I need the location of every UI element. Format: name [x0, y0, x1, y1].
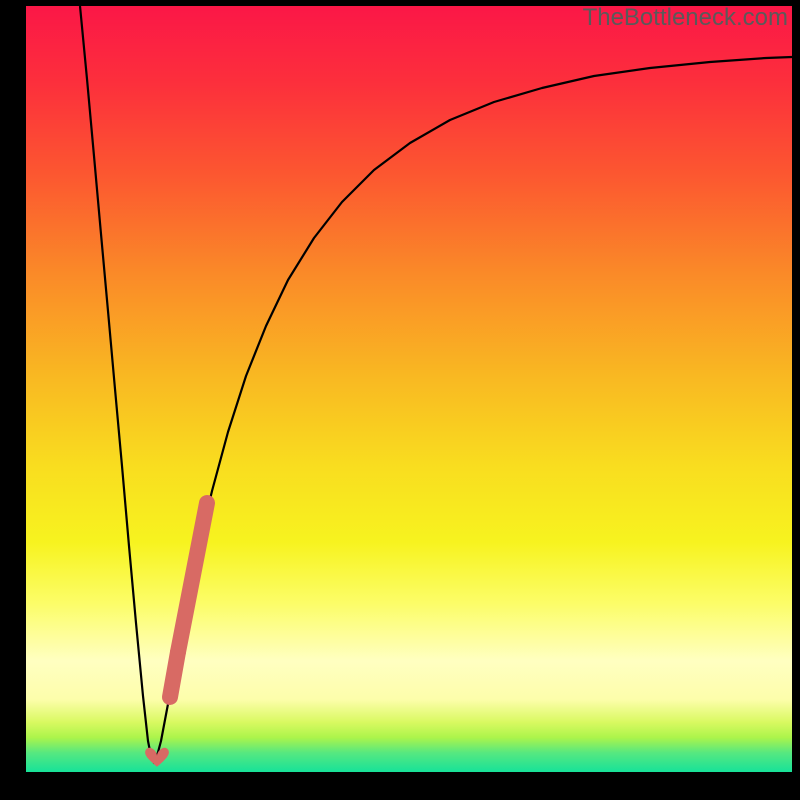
gradient-background	[26, 6, 792, 772]
chart-svg	[26, 6, 792, 772]
watermark-text: TheBottleneck.com	[583, 4, 788, 32]
chart-root: TheBottleneck.com	[0, 0, 800, 800]
plot-area	[26, 6, 792, 772]
